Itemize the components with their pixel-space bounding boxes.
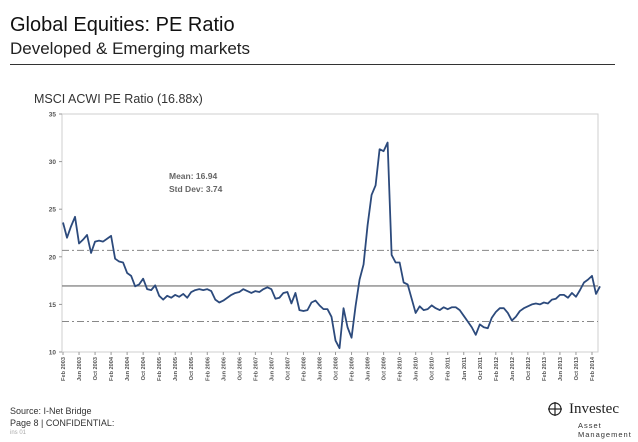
logo-name: Investec: [569, 401, 619, 417]
x-tick-label: Feb 2012: [494, 357, 500, 381]
x-tick-label: Oct 2007: [285, 357, 291, 380]
x-tick-label: Feb 2009: [350, 357, 356, 381]
page-title: Global Equities: PE Ratio: [10, 14, 235, 36]
x-tick-label: Jun 2003: [77, 357, 83, 381]
x-tick-label: Feb 2004: [109, 356, 115, 381]
x-tick-label: Oct 2011: [478, 357, 484, 380]
x-tick-label: Jun 2009: [366, 357, 372, 381]
x-tick-label: Feb 2013: [542, 357, 548, 381]
x-tick-label: Jun 2012: [510, 357, 516, 381]
x-tick-label: Jun 2011: [462, 357, 468, 381]
investec-logo: Investec Asset Management: [548, 400, 636, 439]
x-tick-label: Jun 2013: [558, 357, 564, 381]
x-tick-label: Oct 2003: [93, 357, 99, 380]
x-tick-label: Jun 2006: [221, 357, 227, 381]
mean-annotation: Mean: 16.94: [169, 171, 217, 181]
x-tick-label: Oct 2010: [430, 357, 436, 380]
plot-frame: [61, 113, 599, 353]
x-tick-label: Oct 2005: [189, 357, 195, 380]
y-tick-label: 35: [49, 112, 57, 119]
x-tick-label: Jun 2010: [414, 357, 420, 381]
x-tick-label: Oct 2013: [574, 357, 580, 380]
x-axis-ticks: Feb 2003 Jun 2003 Oct 2003 Feb 2004 Jun 2004…: [61, 352, 596, 381]
footer-code: ins 01: [10, 430, 27, 436]
std-dev-annotation: Std Dev: 3.74: [169, 184, 223, 194]
x-tick-label: Feb 2010: [398, 357, 404, 381]
x-tick-label: Feb 2006: [205, 357, 211, 381]
x-tick-label: Jun 2008: [317, 357, 323, 381]
x-tick-label: Feb 2003: [61, 357, 67, 381]
x-tick-label: Oct 2008: [334, 357, 340, 380]
x-tick-label: Feb 2014: [590, 356, 596, 381]
y-tick-label: 30: [49, 159, 57, 166]
y-tick-label: 15: [49, 302, 57, 309]
logo-subtitle: Asset Management: [578, 421, 632, 439]
x-tick-label: Feb 2011: [446, 357, 452, 381]
x-tick-label: Jun 2005: [173, 357, 179, 381]
y-tick-label: 10: [49, 350, 57, 357]
reference-lines: [62, 249, 598, 323]
x-tick-label: Oct 2006: [237, 357, 243, 380]
series-layer: [62, 141, 601, 350]
x-tick-label: Feb 2007: [253, 357, 259, 381]
x-tick-label: Oct 2009: [382, 357, 388, 380]
plot-border: [61, 113, 599, 353]
y-axis-ticks: 10 15 20 25 30 35: [49, 112, 62, 357]
y-tick-label: 25: [49, 207, 57, 214]
page-number: Page 8 | CONFIDENTIAL:: [10, 418, 115, 428]
annotations: Mean: 16.94 Std Dev: 3.74: [169, 171, 223, 194]
x-tick-label: Jun 2007: [269, 357, 275, 381]
x-tick-label: Jun 2004: [125, 356, 131, 381]
x-tick-label: Oct 2004: [141, 356, 147, 380]
source-note: Source: I-Net Bridge: [10, 406, 92, 416]
page-subtitle: Developed & Emerging markets: [10, 39, 251, 58]
title-divider: [10, 64, 615, 65]
y-tick-label: 20: [49, 254, 57, 261]
x-tick-label: Feb 2008: [301, 357, 307, 381]
zebra-icon: [548, 402, 562, 416]
pe-ratio-line: [62, 141, 601, 350]
x-tick-label: Oct 2012: [526, 357, 532, 380]
x-tick-label: Feb 2005: [157, 357, 163, 381]
chart-title: MSCI ACWI PE Ratio (16.88x): [34, 92, 203, 106]
